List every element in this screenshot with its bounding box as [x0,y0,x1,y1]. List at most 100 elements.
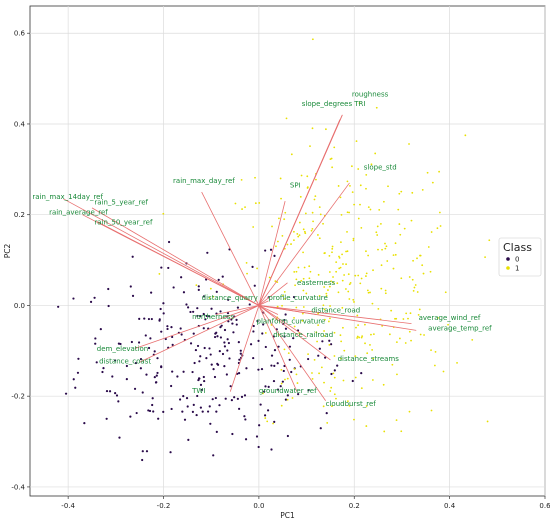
point-class-0 [262,323,265,326]
point-class-0 [238,358,241,361]
point-class-1 [295,373,298,376]
point-class-0 [74,386,77,389]
point-class-0 [172,286,175,289]
point-class-0 [156,357,159,360]
point-class-0 [307,357,310,361]
vector-rain-50-year-ref [96,221,260,306]
vector-label-groundwater-ref: groundwater_ref [259,387,317,395]
point-class-1 [325,292,328,295]
point-class-1 [353,418,355,421]
point-class-1 [266,420,269,423]
point-class-0 [239,349,242,352]
point-class-0 [191,410,194,413]
x-tick-label-2: 0.0 [253,502,264,510]
point-class-1 [346,180,349,183]
vector-average-wind-ref [258,305,412,324]
point-class-0 [267,385,270,388]
point-class-0 [160,330,163,333]
point-class-1 [323,286,326,288]
point-class-1 [421,264,424,267]
point-class-0 [213,335,217,339]
point-class-0 [215,430,218,433]
point-class-1 [305,292,308,295]
point-class-1 [416,291,419,293]
point-class-1 [280,368,283,371]
point-class-0 [179,327,182,330]
point-class-1 [329,390,332,392]
point-class-0 [351,379,354,383]
point-class-1 [302,306,305,308]
y-tick-label-1: -0.2 [11,393,25,401]
point-class-0 [162,312,165,315]
point-class-1 [384,289,387,292]
point-class-1 [317,312,320,315]
point-class-0 [270,364,273,367]
point-class-1 [414,284,417,286]
point-class-1 [318,295,321,297]
x-tick-label-3: 0.2 [349,502,360,510]
point-class-0 [134,361,137,365]
point-class-0 [186,405,189,408]
point-class-0 [257,445,260,449]
point-class-1 [359,184,362,187]
point-class-1 [323,308,326,311]
point-class-0 [333,369,336,372]
vector-label-dem-elevation: dem_elevation [97,345,148,353]
point-class-0 [273,254,276,257]
point-class-1 [379,223,382,225]
point-class-1 [339,196,342,199]
point-class-0 [272,379,276,383]
point-class-0 [76,371,80,374]
point-class-1 [274,280,277,283]
point-class-0 [182,291,186,294]
point-class-1 [328,254,331,257]
point-class-1 [430,349,432,352]
point-class-1 [360,277,363,280]
point-class-0 [197,377,201,380]
point-class-0 [248,303,251,306]
point-class-1 [283,218,286,221]
point-class-0 [178,398,182,401]
point-class-1 [409,312,412,315]
point-class-0 [144,334,147,337]
point-class-0 [324,356,327,359]
point-class-0 [196,314,199,318]
point-class-0 [57,305,60,308]
point-class-0 [195,413,198,417]
legend-marker-class-1 [506,266,510,270]
point-class-1 [290,153,293,156]
point-class-1 [433,364,436,367]
vector-rain-5-year-ref [91,207,260,306]
point-class-1 [286,243,289,246]
point-class-1 [302,228,305,231]
point-class-1 [297,235,300,238]
point-class-0 [196,344,200,348]
point-class-0 [131,255,134,258]
point-class-1 [333,393,336,396]
point-class-1 [295,306,298,309]
point-class-0 [330,372,333,376]
point-class-0 [286,394,289,397]
point-class-1 [325,294,328,297]
point-class-1 [333,331,336,334]
point-class-0 [139,367,142,370]
point-class-1 [369,208,372,211]
point-class-1 [386,260,389,262]
legend: Class 0 1 [498,237,542,277]
point-class-1 [348,283,351,286]
point-class-1 [313,198,316,201]
point-class-0 [139,357,143,361]
point-class-0 [253,284,256,287]
point-class-0 [221,275,224,278]
point-class-0 [166,325,169,328]
point-class-1 [392,254,395,257]
vector-label-rain-max-day-ref: rain_max_day_ref [173,177,235,185]
point-class-1 [390,309,393,312]
point-class-1 [404,342,407,344]
point-class-1 [309,270,312,273]
point-class-1 [464,134,467,137]
point-class-1 [346,400,349,402]
point-class-1 [311,211,314,214]
point-class-1 [416,257,418,260]
point-class-1 [360,226,363,229]
